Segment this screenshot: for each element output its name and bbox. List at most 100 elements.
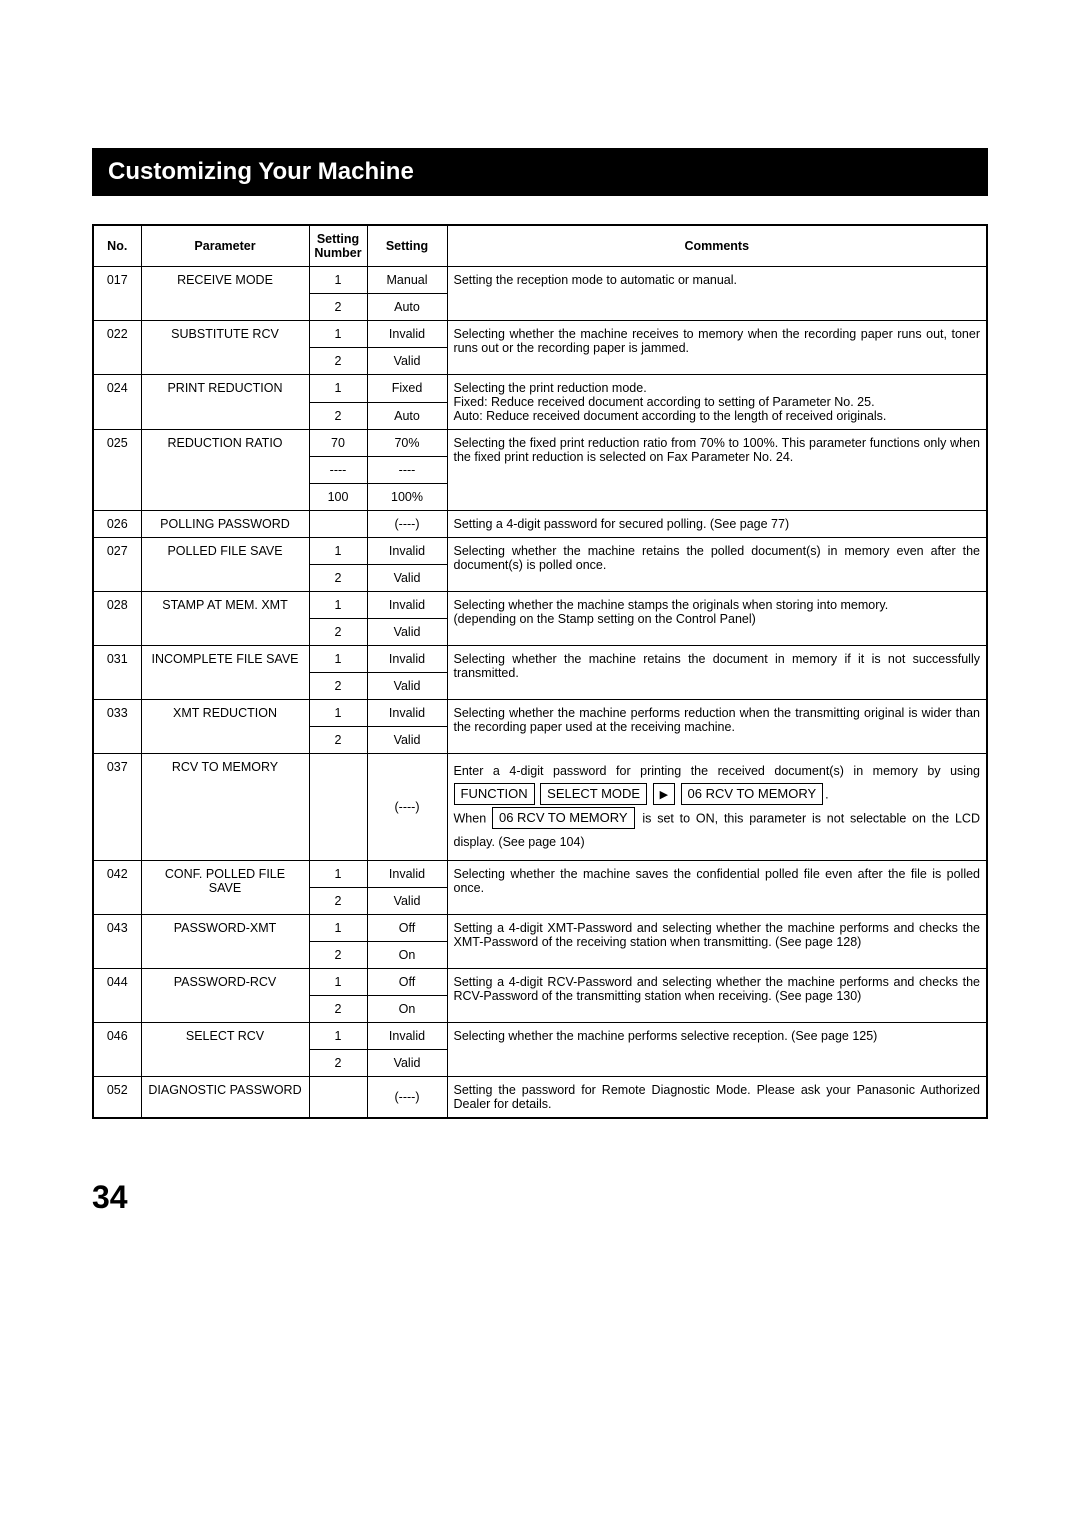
cell-no: 024 <box>93 375 141 430</box>
cell-setting-number: 1 <box>309 321 367 348</box>
cell-no: 028 <box>93 592 141 646</box>
cell-setting-number: 1 <box>309 914 367 941</box>
table-row: 043PASSWORD-XMT1OffSetting a 4-digit XMT… <box>93 914 987 941</box>
th-parameter: Parameter <box>141 225 309 267</box>
table-row: 025REDUCTION RATIO7070%Selecting the fix… <box>93 430 987 457</box>
cell-setting-number: 70 <box>309 430 367 457</box>
cell-setting: 70% <box>367 430 447 457</box>
cell-setting-number: 2 <box>309 348 367 375</box>
cell-setting: (----) <box>367 511 447 538</box>
cell-setting-number: 2 <box>309 619 367 646</box>
cell-setting: Valid <box>367 673 447 700</box>
keycap-function: FUNCTION <box>454 783 535 805</box>
cell-setting: ---- <box>367 457 447 484</box>
keycap-rcv-to-memory: 06 RCV TO MEMORY <box>492 807 635 829</box>
cell-comments: Setting a 4-digit password for secured p… <box>447 511 987 538</box>
cell-parameter: PASSWORD-RCV <box>141 968 309 1022</box>
cell-setting: Invalid <box>367 860 447 887</box>
table-row: 052DIAGNOSTIC PASSWORD(----)Setting the … <box>93 1076 987 1118</box>
cell-no: 022 <box>93 321 141 375</box>
cell-parameter: POLLING PASSWORD <box>141 511 309 538</box>
table-row: 022SUBSTITUTE RCV1InvalidSelecting wheth… <box>93 321 987 348</box>
cell-no: 046 <box>93 1022 141 1076</box>
cell-comments: Selecting whether the machine stamps the… <box>447 592 987 646</box>
cell-setting-number: 2 <box>309 941 367 968</box>
cell-parameter: SUBSTITUTE RCV <box>141 321 309 375</box>
cell-setting: Auto <box>367 402 447 430</box>
cell-setting: Valid <box>367 1049 447 1076</box>
cell-setting-number: 2 <box>309 402 367 430</box>
cell-parameter: XMT REDUCTION <box>141 700 309 754</box>
cell-setting: Valid <box>367 619 447 646</box>
cell-setting: (----) <box>367 1076 447 1118</box>
cell-setting-number: ---- <box>309 457 367 484</box>
cell-setting: On <box>367 995 447 1022</box>
cell-setting-number: 1 <box>309 267 367 294</box>
cell-setting: Auto <box>367 294 447 321</box>
keycap-right-arrow-icon <box>653 783 675 805</box>
cell-parameter: RCV TO MEMORY <box>141 754 309 861</box>
cell-no: 033 <box>93 700 141 754</box>
cell-setting-number: 1 <box>309 646 367 673</box>
cell-setting: Off <box>367 914 447 941</box>
cell-no: 026 <box>93 511 141 538</box>
cell-setting-number: 2 <box>309 887 367 914</box>
cell-parameter: PASSWORD-XMT <box>141 914 309 968</box>
cell-no: 027 <box>93 538 141 592</box>
cell-setting: Valid <box>367 565 447 592</box>
cell-comments: Setting a 4-digit RCV-Password and selec… <box>447 968 987 1022</box>
cell-setting-number: 1 <box>309 968 367 995</box>
cell-parameter: SELECT RCV <box>141 1022 309 1076</box>
th-comments: Comments <box>447 225 987 267</box>
cell-setting-number: 1 <box>309 375 367 403</box>
cell-comments: Enter a 4-digit password for printing th… <box>447 754 987 861</box>
table-row: 044PASSWORD-RCV1OffSetting a 4-digit RCV… <box>93 968 987 995</box>
cell-parameter: STAMP AT MEM. XMT <box>141 592 309 646</box>
cell-setting: Manual <box>367 267 447 294</box>
cell-setting-number: 1 <box>309 700 367 727</box>
cell-no: 043 <box>93 914 141 968</box>
cell-setting: Off <box>367 968 447 995</box>
cell-parameter: REDUCTION RATIO <box>141 430 309 511</box>
cell-comments: Selecting whether the machine saves the … <box>447 860 987 914</box>
cell-comments: Setting a 4-digit XMT-Password and selec… <box>447 914 987 968</box>
cell-setting-number <box>309 754 367 861</box>
comment-text: When <box>454 811 492 825</box>
table-row: 028STAMP AT MEM. XMT1InvalidSelecting wh… <box>93 592 987 619</box>
th-no: No. <box>93 225 141 267</box>
cell-parameter: RECEIVE MODE <box>141 267 309 321</box>
table-row: 024PRINT REDUCTION1FixedSelecting the pr… <box>93 375 987 403</box>
table-row: 037RCV TO MEMORY(----)Enter a 4-digit pa… <box>93 754 987 861</box>
cell-comments: Setting the password for Remote Diagnost… <box>447 1076 987 1118</box>
cell-setting-number: 100 <box>309 484 367 511</box>
page-number: 34 <box>92 1179 988 1216</box>
cell-no: 037 <box>93 754 141 861</box>
cell-setting: Invalid <box>367 592 447 619</box>
cell-setting-number <box>309 511 367 538</box>
cell-setting: Valid <box>367 887 447 914</box>
comment-text: Enter a 4-digit password for printing th… <box>454 764 981 778</box>
cell-setting-number: 1 <box>309 538 367 565</box>
cell-setting: Invalid <box>367 538 447 565</box>
th-setting: Setting <box>367 225 447 267</box>
cell-setting-number: 2 <box>309 673 367 700</box>
cell-setting-number: 2 <box>309 727 367 754</box>
cell-comments: Selecting whether the machine retains th… <box>447 538 987 592</box>
cell-no: 017 <box>93 267 141 321</box>
cell-setting-number: 2 <box>309 294 367 321</box>
keycap-select-mode: SELECT MODE <box>540 783 647 805</box>
table-row: 027POLLED FILE SAVE1InvalidSelecting whe… <box>93 538 987 565</box>
comment-text: . <box>825 787 828 801</box>
table-row: 046SELECT RCV1InvalidSelecting whether t… <box>93 1022 987 1049</box>
cell-setting-number: 2 <box>309 1049 367 1076</box>
cell-setting: Invalid <box>367 1022 447 1049</box>
cell-no: 031 <box>93 646 141 700</box>
cell-setting: 100% <box>367 484 447 511</box>
cell-parameter: PRINT REDUCTION <box>141 375 309 430</box>
cell-setting: Invalid <box>367 646 447 673</box>
cell-comments: Setting the reception mode to automatic … <box>447 267 987 321</box>
cell-comments: Selecting the print reduction mode.Fixed… <box>447 375 987 430</box>
cell-setting-number: 1 <box>309 1022 367 1049</box>
parameters-table: No. Parameter Setting Number Setting Com… <box>92 224 988 1119</box>
th-setting-number: Setting Number <box>309 225 367 267</box>
